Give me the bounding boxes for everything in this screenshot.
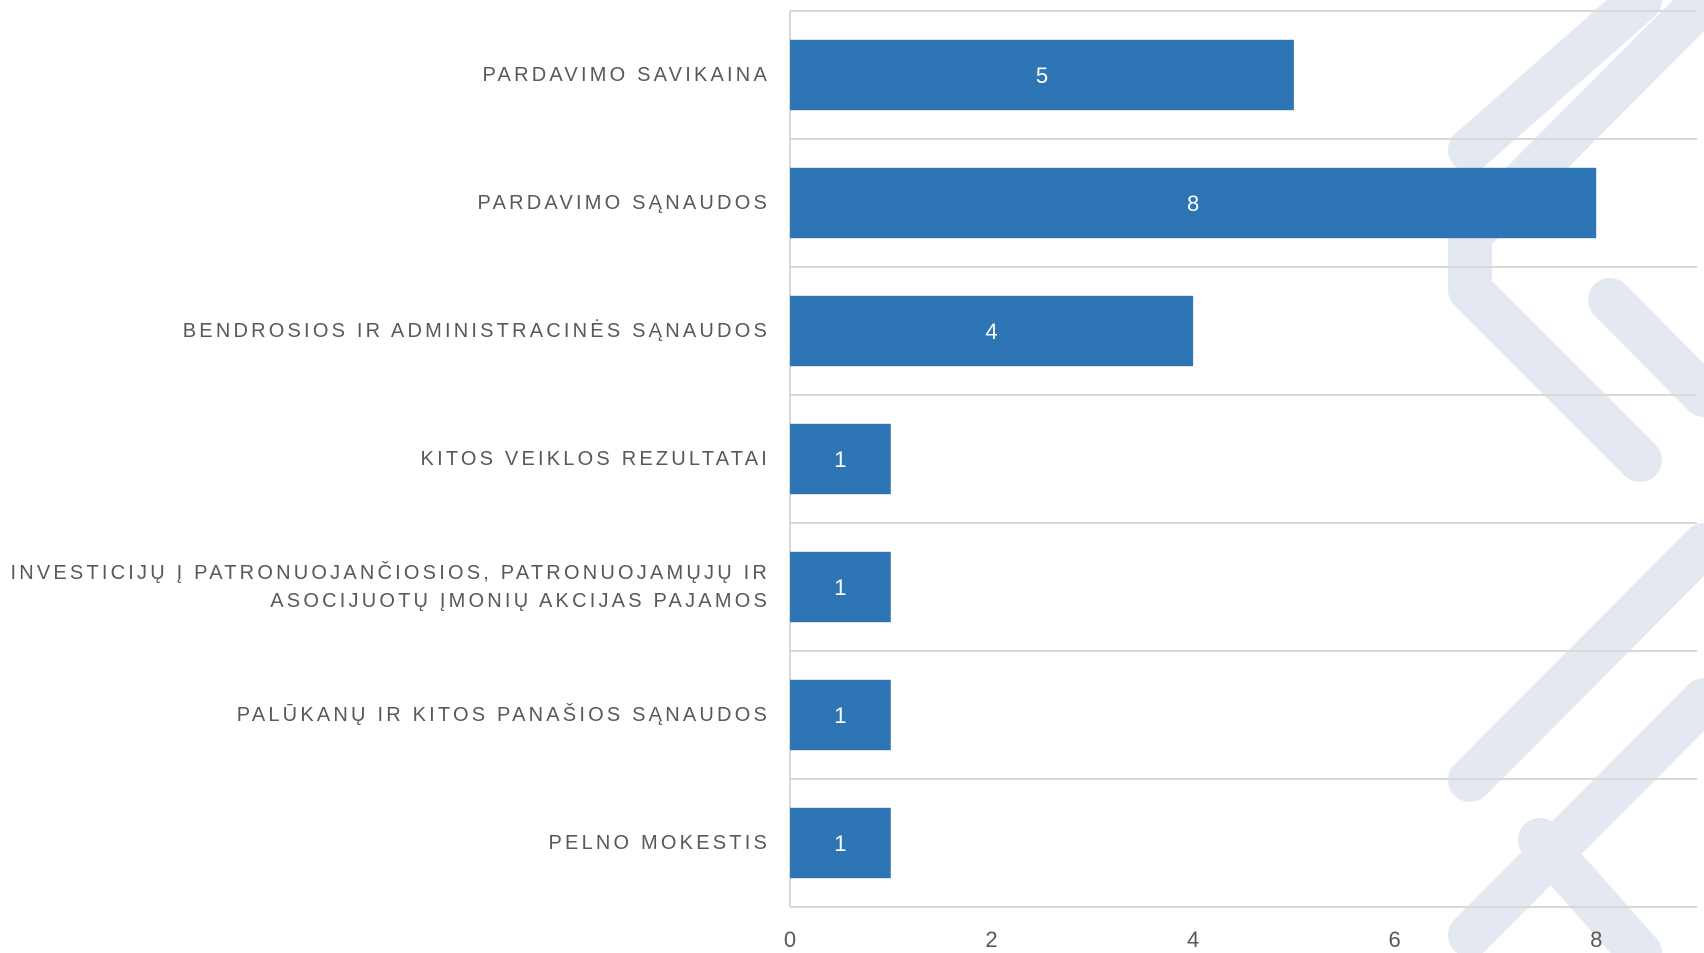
x-tick-label: 6 (1389, 927, 1401, 952)
bar (790, 679, 891, 751)
category-label: PELNO MOKESTIS (548, 832, 770, 854)
data-label: 4 (985, 319, 997, 344)
category-label: KITOS VEIKLOS REZULTATAI (420, 448, 770, 470)
watermark-stroke (1448, 523, 1704, 802)
bar (790, 807, 891, 879)
data-label: 1 (834, 703, 846, 728)
plot-area: 0 2 4 6 8 5 8 4 1 1 1 1 (784, 10, 1697, 952)
data-label: 1 (834, 447, 846, 472)
watermark-chevron (1448, 0, 1704, 482)
watermark-stroke (1588, 278, 1704, 417)
bar (790, 551, 891, 623)
watermark-stroke (1448, 678, 1704, 953)
x-tick-label: 2 (985, 927, 997, 952)
watermark-stroke (1448, 0, 1662, 172)
bar (790, 423, 891, 495)
x-tick-label: 4 (1187, 927, 1199, 952)
data-label: 1 (834, 831, 846, 856)
category-label: PARDAVIMO SAVIKAINA (482, 64, 770, 86)
data-label: 8 (1187, 191, 1199, 216)
bar (790, 39, 1294, 111)
x-tick-label: 8 (1590, 927, 1602, 952)
bar (790, 167, 1597, 239)
category-label: BENDROSIOS IR ADMINISTRACINĖS SĄNAUDOS (182, 320, 770, 342)
category-label: PARDAVIMO SĄNAUDOS (477, 192, 770, 214)
watermark-stroke (1518, 818, 1662, 953)
x-tick-label: 0 (784, 927, 796, 952)
watermark (1448, 0, 1704, 953)
bar (790, 295, 1194, 367)
data-label: 1 (834, 575, 846, 600)
category-label: PALŪKANŲ IR KITOS PANAŠIOS SĄNAUDOS (236, 704, 770, 726)
data-label: 5 (1036, 63, 1048, 88)
category-label: INVESTICIJŲ Į PATRONUOJANČIOSIOS, PATRON… (10, 562, 770, 612)
